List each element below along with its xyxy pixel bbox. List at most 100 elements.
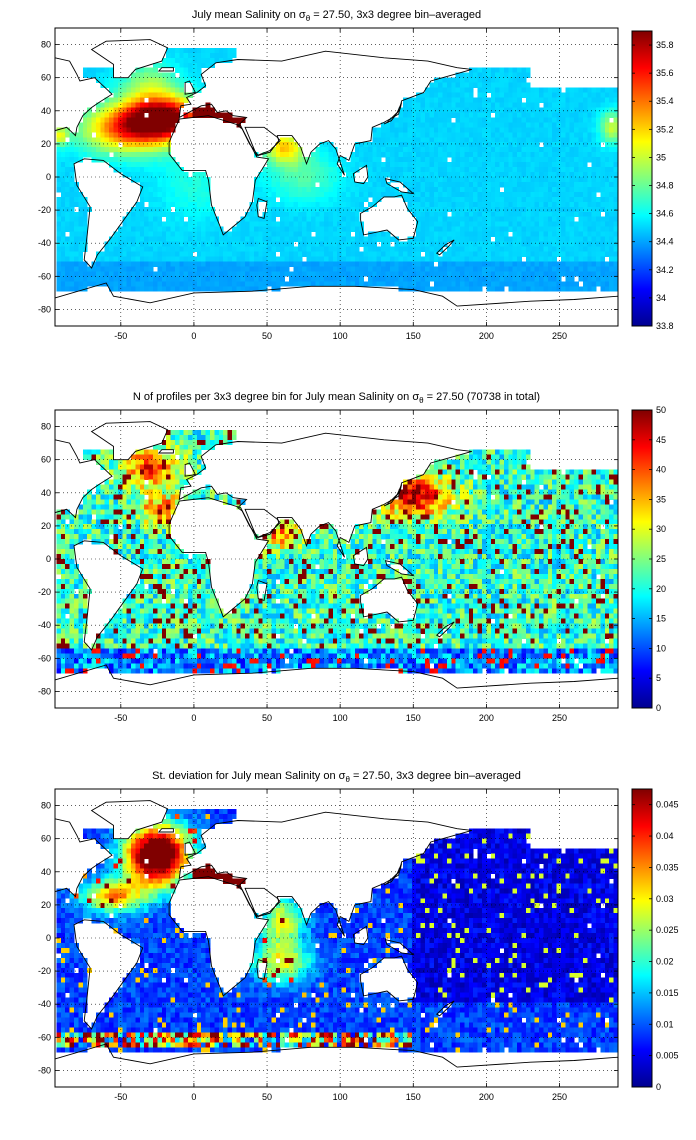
- heatmap-cell: [183, 494, 189, 500]
- heatmap-cell: [306, 281, 312, 287]
- heatmap-cell: [508, 72, 514, 79]
- heatmap-cell: [521, 211, 527, 218]
- heatmap-cell: [424, 177, 430, 183]
- heatmap-cell: [477, 157, 483, 163]
- heatmap-cell: [517, 167, 522, 173]
- heatmap-cell: [499, 107, 505, 113]
- heatmap-cell: [451, 107, 457, 113]
- heatmap-cell: [539, 117, 544, 123]
- heatmap-cell: [403, 489, 408, 495]
- heatmap-cell: [135, 157, 141, 163]
- heatmap-cell: [451, 256, 457, 262]
- heatmap-cell: [530, 206, 536, 213]
- heatmap-cell: [534, 177, 540, 183]
- heatmap-cell: [166, 107, 171, 113]
- heatmap-cell: [183, 196, 189, 203]
- heatmap-cell: [582, 286, 588, 292]
- heatmap-cell: [122, 241, 128, 247]
- heatmap-cell: [517, 221, 522, 228]
- heatmap-cell: [477, 211, 483, 218]
- heatmap-cell: [148, 226, 154, 233]
- heatmap-cell: [126, 479, 132, 485]
- heatmap-cell: [582, 87, 588, 93]
- heatmap-cell: [324, 276, 329, 282]
- heatmap-cell: [517, 162, 522, 168]
- heatmap-cell: [144, 127, 149, 133]
- heatmap-cell: [591, 137, 597, 143]
- heatmap-cell: [411, 117, 417, 123]
- heatmap-cell: [135, 147, 141, 153]
- heatmap-cell: [174, 246, 180, 252]
- heatmap-cell: [157, 77, 163, 84]
- heatmap-cell: [135, 162, 141, 168]
- heatmap-cell: [486, 459, 492, 466]
- heatmap-cell: [359, 186, 364, 193]
- heatmap-cell: [135, 494, 141, 500]
- heatmap-cell: [534, 87, 540, 93]
- heatmap-cell: [556, 246, 562, 252]
- heatmap-cell: [324, 231, 329, 237]
- heatmap-cell: [600, 231, 606, 237]
- heatmap-cell: [328, 261, 334, 267]
- heatmap-cell: [578, 266, 584, 272]
- heatmap-cell: [205, 191, 211, 198]
- heatmap-cell: [113, 266, 119, 272]
- heatmap-cell: [192, 47, 198, 54]
- heatmap-cell: [613, 102, 619, 108]
- heatmap-cell: [433, 226, 439, 233]
- heatmap-cell: [416, 276, 421, 282]
- heatmap-cell: [231, 256, 237, 262]
- heatmap-cell: [188, 226, 193, 233]
- heatmap-cell: [398, 251, 404, 257]
- heatmap-cell: [407, 132, 413, 138]
- heatmap-cell: [267, 162, 272, 168]
- heatmap-cell: [60, 266, 66, 272]
- heatmap-cell: [490, 157, 496, 163]
- heatmap-cell: [574, 261, 579, 267]
- heatmap-cell: [477, 77, 483, 84]
- heatmap-cell: [543, 102, 549, 108]
- heatmap-cell: [87, 271, 92, 277]
- heatmap-cell: [433, 186, 439, 193]
- heatmap-cell: [74, 216, 79, 223]
- heatmap-cell: [411, 177, 417, 183]
- heatmap-cell: [267, 196, 272, 203]
- heatmap-cell: [460, 226, 465, 233]
- coastline: [73, 158, 144, 269]
- heatmap-cell: [82, 132, 88, 138]
- heatmap-cell: [126, 172, 132, 178]
- heatmap-cell: [117, 147, 123, 153]
- heatmap-cell: [341, 256, 347, 262]
- heatmap-cell: [556, 112, 562, 118]
- heatmap-cell: [170, 494, 176, 500]
- heatmap-cell: [183, 211, 189, 218]
- heatmap-cell: [60, 167, 66, 173]
- heatmap-cell: [152, 191, 158, 198]
- heatmap-cell: [591, 162, 597, 168]
- heatmap-cell: [521, 162, 527, 168]
- heatmap-cell: [591, 256, 597, 262]
- heatmap-cell: [293, 251, 299, 257]
- heatmap-cell: [600, 221, 606, 228]
- heatmap-cell: [60, 132, 66, 138]
- heatmap-cell: [596, 246, 601, 252]
- heatmap-cell: [109, 132, 114, 138]
- heatmap-cell: [78, 216, 84, 223]
- heatmap-cell: [495, 226, 500, 233]
- heatmap-cell: [560, 484, 566, 490]
- heatmap-cell: [407, 186, 413, 193]
- heatmap-cell: [139, 474, 145, 480]
- heatmap-cell: [131, 484, 136, 490]
- heatmap-cell: [411, 102, 417, 108]
- heatmap-cell: [214, 221, 220, 228]
- heatmap-cell: [591, 87, 597, 93]
- heatmap-cell: [293, 276, 299, 282]
- heatmap-cell: [574, 177, 579, 183]
- heatmap-cell: [161, 261, 167, 267]
- colorbar-tick-label: 35.4: [656, 96, 674, 106]
- heatmap-cell: [530, 281, 536, 287]
- heatmap-cell: [521, 454, 527, 461]
- heatmap-cell: [517, 479, 522, 485]
- heatmap-cell: [174, 231, 180, 237]
- heatmap-cell: [517, 231, 522, 237]
